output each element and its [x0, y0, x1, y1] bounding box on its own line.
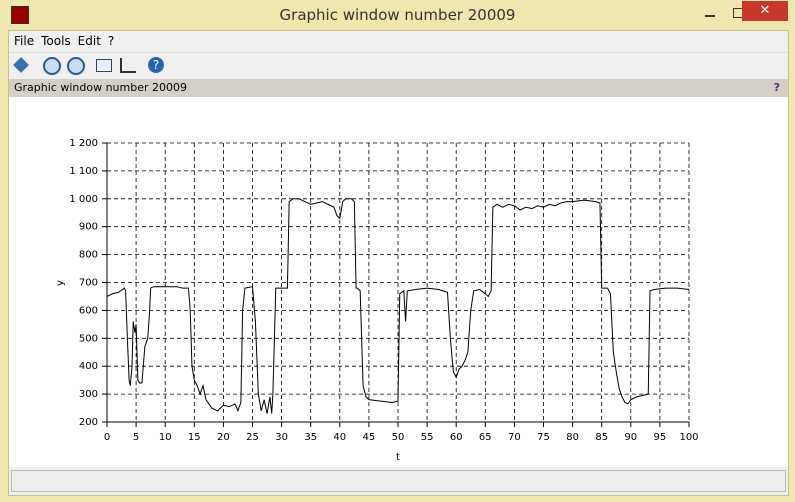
- data-line: [106, 198, 690, 414]
- x-tick-label: 50: [392, 432, 405, 443]
- help-tool[interactable]: ?: [148, 57, 164, 73]
- menu-item[interactable]: File: [14, 34, 35, 48]
- menu-item[interactable]: Tools: [41, 34, 71, 48]
- y-tick-label: 900: [79, 222, 98, 233]
- x-tick-label: 20: [217, 432, 230, 443]
- x-tick-label: 55: [421, 432, 434, 443]
- x-tick-label: 25: [246, 432, 259, 443]
- title-bar: Graphic window number 20009 ✕: [0, 0, 795, 30]
- x-tick-label: 10: [159, 432, 172, 443]
- x-tick-label: 60: [450, 432, 463, 443]
- y-tick-label: 400: [79, 361, 98, 372]
- y-tick-label: 600: [79, 305, 98, 316]
- zoom-in-tool[interactable]: [43, 57, 61, 75]
- close-button[interactable]: ✕: [742, 1, 788, 21]
- x-tick-label: 90: [624, 432, 637, 443]
- x-tick-label: 15: [188, 432, 201, 443]
- x-tick-label: 75: [537, 432, 550, 443]
- x-tick-label: 85: [595, 432, 608, 443]
- x-tick-label: 65: [479, 432, 492, 443]
- x-tick-label: 80: [566, 432, 579, 443]
- plot-area: [9, 97, 788, 467]
- y-tick-label: 700: [79, 278, 98, 289]
- y-tick-label: 500: [79, 333, 98, 344]
- window-title: Graphic window number 20009: [279, 6, 516, 24]
- x-tick-label: 40: [333, 432, 346, 443]
- x-tick-label: 0: [104, 432, 110, 443]
- x-axis-label: t: [396, 452, 400, 463]
- menu-item[interactable]: ?: [107, 34, 115, 48]
- menu-item[interactable]: Edit: [77, 34, 101, 48]
- x-tick-label: 70: [508, 432, 521, 443]
- client-area: File Tools Edit? ? Graphic window number 2…: [8, 30, 789, 496]
- x-tick-label: 100: [679, 432, 698, 443]
- x-tick-label: 35: [304, 432, 317, 443]
- datatip-tool[interactable]: [96, 59, 112, 72]
- x-tick-label: 95: [654, 432, 667, 443]
- edit-tool[interactable]: [120, 58, 136, 73]
- y-tick-label: 200: [79, 417, 98, 428]
- toolbar: ?: [9, 52, 788, 79]
- app-icon: [11, 6, 29, 24]
- y-tick-label: 800: [79, 250, 98, 261]
- x-tick-label: 45: [363, 432, 376, 443]
- y-tick-label: 300: [79, 389, 98, 400]
- menu-bar: File Tools Edit?: [9, 31, 788, 51]
- minimize-button[interactable]: [697, 4, 723, 22]
- info-text: Graphic window number 20009: [14, 81, 187, 94]
- y-tick-label: 1 100: [69, 166, 98, 177]
- x-tick-label: 30: [275, 432, 288, 443]
- status-bar: [11, 470, 786, 492]
- info-bar: Graphic window number 20009 ?: [9, 79, 788, 97]
- y-tick-label: 1 000: [69, 194, 98, 205]
- y-axis-label: y: [55, 280, 66, 286]
- y-tick-label: 1 200: [69, 138, 98, 149]
- info-help[interactable]: ?: [773, 81, 780, 94]
- x-tick-label: 5: [133, 432, 139, 443]
- zoom-out-tool[interactable]: [67, 57, 85, 75]
